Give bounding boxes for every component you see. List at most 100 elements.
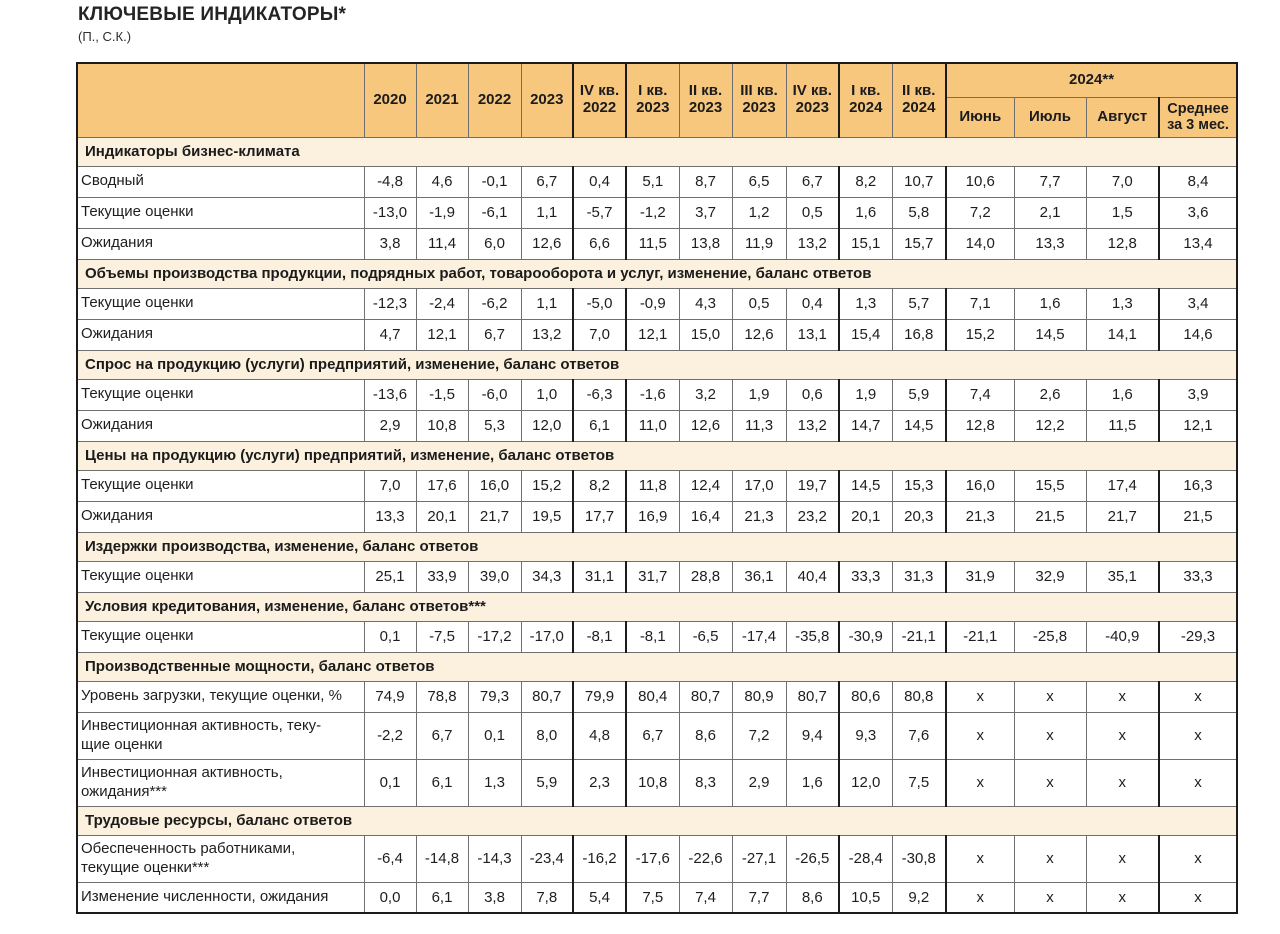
value-cell: 7,0: [363, 469, 417, 502]
value-cell: 5,8: [891, 196, 947, 229]
value-cell: 7,2: [731, 711, 787, 760]
value-cell: 12,2: [1013, 409, 1087, 442]
table-row: Уровень загрузки, текущие оценки, % 74,9 7…: [76, 680, 1238, 713]
title-block: КЛЮЧЕВЫЕ ИНДИКАТОРЫ* (П., С.К.): [78, 4, 346, 44]
value-cell: 6,7: [467, 318, 522, 351]
value-cell: 14,5: [838, 469, 893, 502]
value-cell: x: [1085, 758, 1160, 807]
value-cell: 21,3: [945, 500, 1015, 533]
value-cell: 3,8: [363, 227, 417, 260]
value-cell: 7,7: [1013, 165, 1087, 198]
value-cell: 0,0: [363, 881, 417, 914]
value-cell: 14,0: [945, 227, 1015, 260]
value-cell: 78,8: [415, 680, 469, 713]
column-header: II кв. 2024: [891, 62, 947, 138]
value-cell: 7,1: [945, 287, 1015, 320]
value-cell: x: [1013, 834, 1087, 883]
value-cell: 7,4: [945, 378, 1015, 411]
value-cell: 21,5: [1157, 500, 1238, 533]
value-cell: 17,4: [1085, 469, 1160, 502]
section-header: Условия кредитования, изменение, баланс …: [75, 591, 1239, 622]
value-cell: 12,8: [1085, 227, 1160, 260]
value-cell: 15,2: [520, 469, 574, 502]
value-cell: -14,3: [467, 834, 522, 883]
column-header: 2023: [520, 62, 574, 138]
value-cell: -21,1: [945, 620, 1015, 653]
value-cell: -5,7: [572, 196, 627, 229]
value-cell: 3,2: [678, 378, 733, 411]
value-cell: x: [945, 680, 1015, 713]
section-header: Производственные мощности, баланс ответо…: [75, 651, 1239, 682]
value-cell: 2,9: [363, 409, 417, 442]
value-cell: -17,0: [520, 620, 574, 653]
value-cell: 11,9: [731, 227, 787, 260]
value-cell: 33,3: [838, 560, 893, 593]
value-cell: -21,1: [891, 620, 947, 653]
value-cell: 6,0: [467, 227, 522, 260]
value-cell: 5,1: [625, 165, 680, 198]
value-cell: 1,2: [731, 196, 787, 229]
value-cell: 10,8: [625, 758, 680, 807]
value-cell: 6,7: [625, 711, 680, 760]
value-cell: x: [1013, 680, 1087, 713]
value-cell: 15,5: [1013, 469, 1087, 502]
value-cell: 79,9: [572, 680, 627, 713]
value-cell: 12,1: [1157, 409, 1238, 442]
value-cell: -25,8: [1013, 620, 1087, 653]
value-cell: 33,9: [415, 560, 469, 593]
column-header: 2020: [363, 62, 417, 138]
value-cell: 15,3: [891, 469, 947, 502]
value-cell: 13,1: [785, 318, 840, 351]
value-cell: 1,6: [1013, 287, 1087, 320]
value-cell: x: [1085, 680, 1160, 713]
value-cell: 6,5: [731, 165, 787, 198]
value-cell: 8,0: [520, 711, 574, 760]
row-label: Текущие оценки: [76, 196, 365, 229]
value-cell: -2,4: [415, 287, 469, 320]
value-cell: -0,9: [625, 287, 680, 320]
row-label: Текущие оценки: [76, 620, 365, 653]
value-cell: 32,9: [1013, 560, 1087, 593]
value-cell: 5,4: [572, 881, 627, 914]
value-cell: 6,7: [785, 165, 840, 198]
value-cell: 8,2: [838, 165, 893, 198]
section-header: Трудовые ресурсы, баланс ответов: [75, 805, 1239, 836]
value-cell: 7,6: [891, 711, 947, 760]
value-cell: 11,3: [731, 409, 787, 442]
row-label: Инвестиционная активность, ожидания***: [76, 758, 365, 807]
value-cell: 1,5: [1085, 196, 1160, 229]
value-cell: 14,1: [1085, 318, 1160, 351]
value-cell: 3,6: [1157, 196, 1238, 229]
value-cell: 20,1: [415, 500, 469, 533]
row-label: Текущие оценки: [76, 469, 365, 502]
value-cell: -13,0: [363, 196, 417, 229]
value-cell: 6,7: [520, 165, 574, 198]
value-cell: -6,2: [467, 287, 522, 320]
table-row: Текущие оценки -13,6 -1,5 -6,0 1,0 -6,3 -1,6 3,…: [76, 378, 1238, 411]
value-cell: -6,3: [572, 378, 627, 411]
value-cell: 31,3: [891, 560, 947, 593]
value-cell: x: [1157, 881, 1238, 914]
value-cell: 8,6: [678, 711, 733, 760]
value-cell: 9,4: [785, 711, 840, 760]
value-cell: 3,8: [467, 881, 522, 914]
value-cell: 5,7: [891, 287, 947, 320]
value-cell: 10,5: [838, 881, 893, 914]
row-label: Обеспеченность работниками, текущие оцен…: [76, 834, 365, 883]
value-cell: 12,8: [945, 409, 1015, 442]
value-cell: -26,5: [785, 834, 840, 883]
value-cell: 0,1: [467, 711, 522, 760]
value-cell: 1,3: [838, 287, 893, 320]
value-cell: -27,1: [731, 834, 787, 883]
value-cell: 7,7: [731, 881, 787, 914]
value-cell: 12,4: [678, 469, 733, 502]
column-header: I кв. 2023: [625, 62, 680, 138]
value-cell: 21,5: [1013, 500, 1087, 533]
value-cell: -22,6: [678, 834, 733, 883]
value-cell: 7,0: [572, 318, 627, 351]
table-row: Текущие оценки 7,0 17,6 16,0 15,2 8,2 11,8 12,4…: [76, 469, 1238, 502]
table-row: Сводный -4,8 4,6 -0,1 6,7 0,4 5,1 8,7 6,5 6,7 8,2 1…: [76, 165, 1238, 198]
value-cell: 80,6: [838, 680, 893, 713]
value-cell: 1,9: [838, 378, 893, 411]
value-cell: 3,7: [678, 196, 733, 229]
